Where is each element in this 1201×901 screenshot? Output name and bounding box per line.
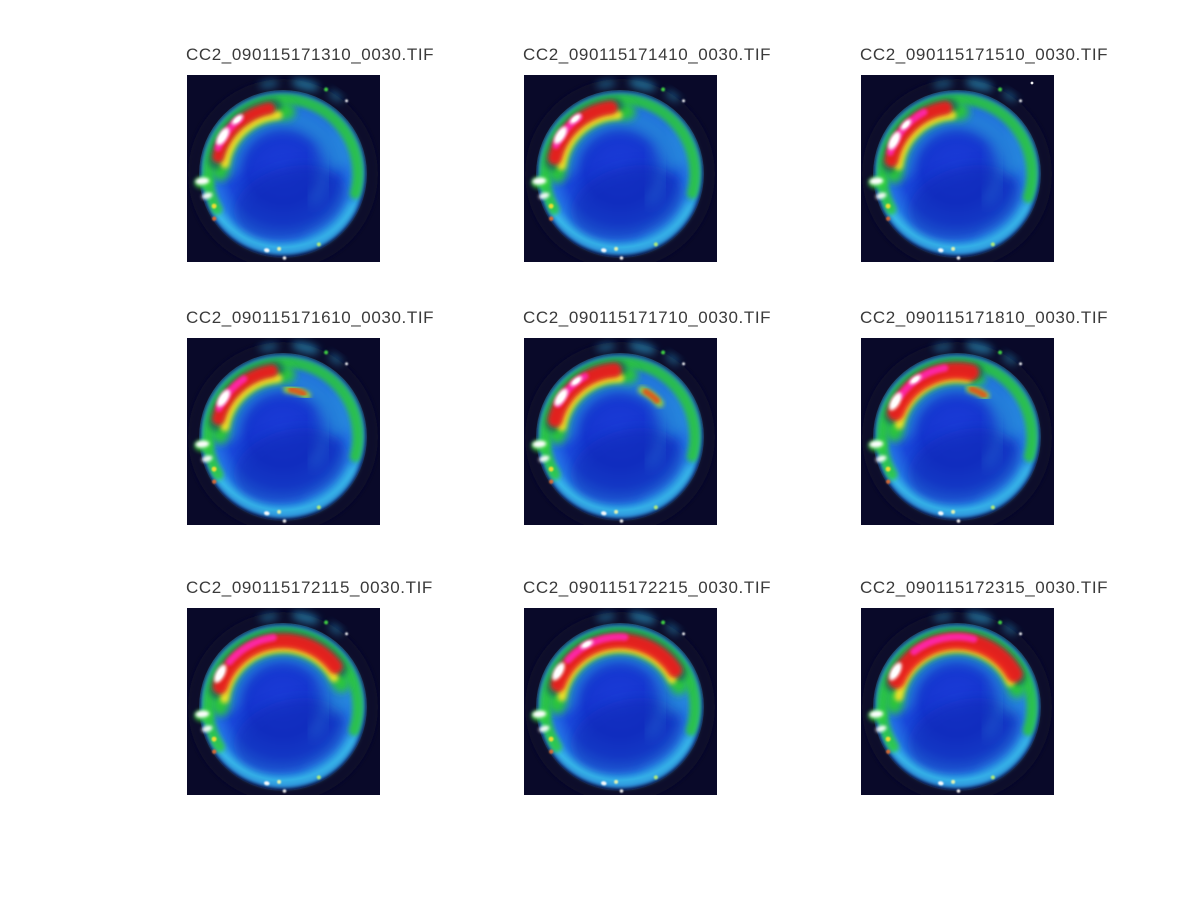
image-title: CC2_090115172115_0030.TIF	[186, 578, 433, 597]
all-sky-image	[187, 608, 380, 795]
all-sky-image	[524, 338, 717, 525]
image-title: CC2_090115171810_0030.TIF	[860, 308, 1109, 327]
all-sky-image	[861, 338, 1054, 525]
image-title: CC2_090115171710_0030.TIF	[523, 308, 772, 327]
all-sky-image	[187, 75, 380, 262]
all-sky-image	[524, 608, 717, 795]
image-title: CC2_090115172215_0030.TIF	[523, 578, 772, 597]
sky-image-tile: CC2_090115171410_0030.TIF	[523, 45, 771, 262]
all-sky-image	[187, 338, 380, 525]
sky-image-tile: CC2_090115171310_0030.TIF	[186, 45, 434, 262]
sky-image-tile: CC2_090115171710_0030.TIF	[523, 308, 771, 525]
sky-image-tile: CC2_090115172115_0030.TIF	[186, 578, 432, 795]
all-sky-image	[861, 608, 1054, 795]
sky-image-tile: CC2_090115171610_0030.TIF	[186, 308, 434, 525]
sky-image-tile: CC2_090115171510_0030.TIF	[860, 45, 1108, 262]
image-title: CC2_090115171610_0030.TIF	[186, 308, 435, 327]
all-sky-image	[524, 75, 717, 262]
all-sky-image	[861, 75, 1054, 262]
image-title: CC2_090115172315_0030.TIF	[860, 578, 1109, 597]
image-title: CC2_090115171510_0030.TIF	[860, 45, 1109, 64]
image-title: CC2_090115171410_0030.TIF	[523, 45, 772, 64]
sky-image-tile: CC2_090115171810_0030.TIF	[860, 308, 1108, 525]
image-title: CC2_090115171310_0030.TIF	[186, 45, 435, 64]
sky-image-tile: CC2_090115172315_0030.TIF	[860, 578, 1108, 795]
sky-image-tile: CC2_090115172215_0030.TIF	[523, 578, 771, 795]
